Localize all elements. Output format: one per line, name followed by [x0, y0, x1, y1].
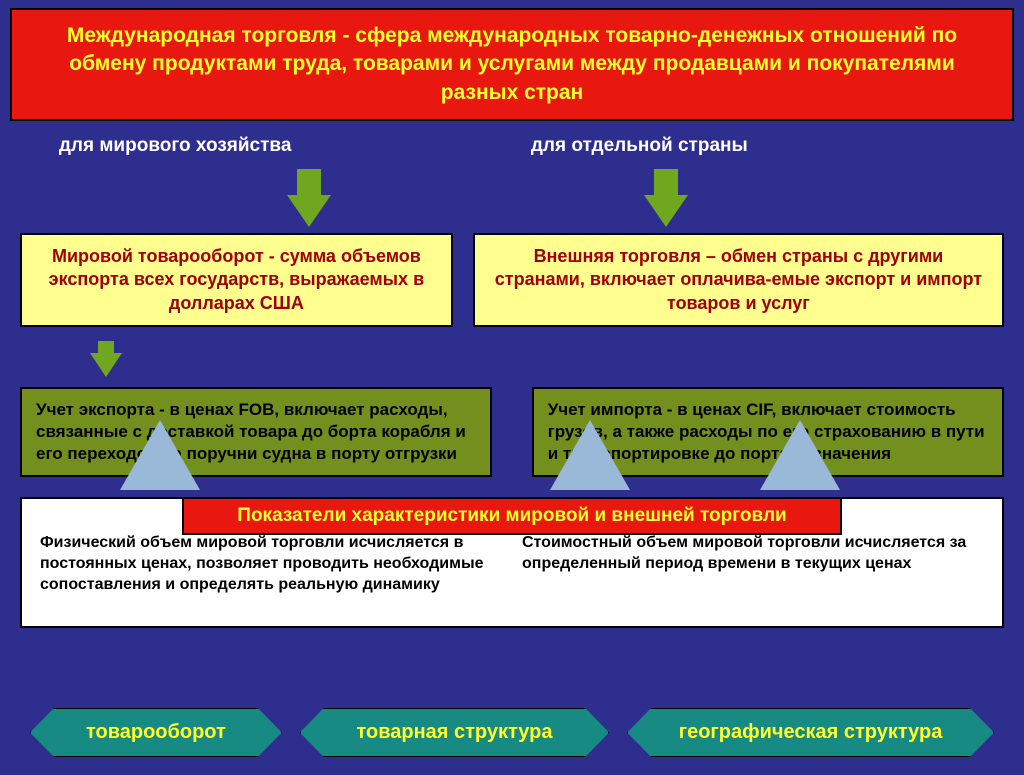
sublabel-right: для отдельной страны [531, 135, 965, 157]
arrows-level2 [0, 335, 1024, 377]
indicators-title-bar: Показатели характеристики мировой и внеш… [182, 497, 842, 535]
foreign-trade-box: Внешняя торговля – обмен страны с другим… [473, 233, 1004, 327]
definition-header: Международная торговля - сфера междунаро… [10, 8, 1014, 121]
hex-geographic-structure: географическая структура [627, 708, 994, 757]
triangle-connector-icon [760, 420, 840, 490]
yellow-boxes-row: Мировой товарооборот - сумма объемов экс… [20, 233, 1004, 327]
hex-commodity-structure: товарная структура [300, 708, 609, 757]
value-volume-text: Стоимостный объем мировой торговли исчис… [522, 533, 984, 595]
arrow-down-icon [287, 195, 331, 227]
arrow-down-icon [90, 353, 122, 377]
hex-turnover: товарооборот [30, 708, 282, 757]
triangle-connector-icon [550, 420, 630, 490]
arrows-level1 [40, 195, 984, 227]
hex-indicators-row: товарооборот товарная структура географи… [30, 708, 994, 757]
arrow-down-icon [644, 195, 688, 227]
export-fob-box: Учет экспорта - в ценах FOB, включает ра… [20, 387, 492, 477]
sublabel-left: для мирового хозяйства [59, 135, 493, 157]
triangle-connector-icon [120, 420, 200, 490]
indicators-white-box: Показатели характеристики мировой и внеш… [20, 497, 1004, 627]
physical-volume-text: Физический объем мировой торговли исчисл… [40, 533, 502, 595]
branch-labels: для мирового хозяйства для отдельной стр… [40, 135, 984, 157]
world-turnover-box: Мировой товарооборот - сумма объемов экс… [20, 233, 453, 327]
